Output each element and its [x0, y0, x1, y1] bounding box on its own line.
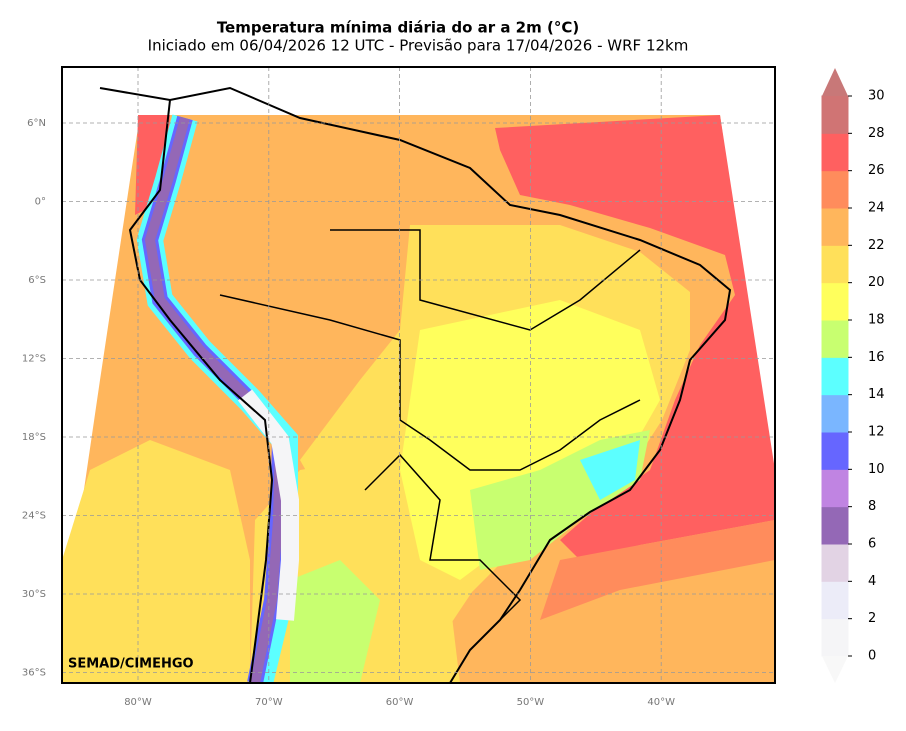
colorbar-tick-label: 30: [868, 89, 885, 104]
colorbar-tick-label: 22: [868, 238, 885, 253]
lat-label: 18°S: [22, 432, 46, 443]
colorbar-tick-label: 0: [868, 649, 876, 664]
lon-label: 50°W: [517, 697, 545, 708]
colorbar-bin: [821, 319, 849, 358]
colorbar-tick-label: 26: [868, 163, 885, 178]
colorbar-tick-label: 24: [868, 201, 885, 216]
colorbar-bin: [821, 244, 849, 284]
pacific-warm: [62, 440, 250, 683]
colorbar-under: [822, 656, 848, 683]
colorbar-bin: [821, 580, 849, 620]
colorbar-bin: [821, 543, 849, 582]
colorbar-tick-label: 10: [868, 462, 885, 477]
colorbar-over: [822, 68, 848, 96]
graticule: 6°N 0° 6°S 12°S 18°S 24°S 30°S 36°S 80°W 70°W 60°W…: [22, 67, 775, 708]
coast-orange: [540, 520, 775, 620]
colorbar-bin: [821, 170, 849, 209]
lon-label: 40°W: [647, 697, 675, 708]
map-field: [62, 86, 775, 683]
map-title: Temperatura mínima diária do ar a 2m (°C…: [217, 19, 579, 37]
colorbar-tick-label: 16: [868, 350, 885, 365]
colorbar-tick-label: 20: [868, 275, 885, 290]
borders: [330, 229, 641, 331]
colorbar-bin: [821, 506, 849, 545]
colorbar-bin: [821, 468, 849, 508]
colorbar-tick-label: 4: [868, 574, 876, 589]
lon-label: 80°W: [124, 697, 152, 708]
colorbar-bin: [821, 95, 849, 134]
colorbar-bin: [821, 394, 849, 433]
lat-label: 24°S: [22, 511, 46, 522]
map-frame: [61, 66, 776, 684]
colorbar-bin: [821, 431, 849, 470]
colorbar-bin: [821, 618, 849, 657]
colorbar-bin: [821, 356, 849, 396]
colorbar-tick-label: 2: [868, 611, 876, 626]
coastline-west: [128, 99, 274, 683]
colorbar-tick-label: 18: [868, 313, 885, 328]
southeast-cyan: [580, 440, 640, 500]
map-subtitle: Iniciado em 06/04/2026 12 UTC - Previsão…: [148, 37, 689, 55]
andes-white: [237, 389, 299, 621]
borders: [219, 294, 641, 471]
lat-label: 12°S: [22, 354, 46, 365]
coastline: [99, 86, 732, 683]
lat-label: 30°S: [22, 589, 46, 600]
lat-label: 6°S: [28, 275, 46, 286]
atlantic-red: [495, 115, 775, 560]
colorbar-bin: [821, 282, 849, 321]
lon-label: 60°W: [386, 697, 414, 708]
colorbar-tick-label: 6: [868, 537, 876, 552]
south-green: [290, 560, 380, 683]
credit: SEMAD/CIMEHGO: [68, 657, 194, 672]
colorbar-tick-label: 28: [868, 126, 885, 141]
andes-purple: [144, 116, 286, 683]
colorbar-tick-label: 14: [868, 387, 885, 402]
colorbar-tick-label: 8: [868, 499, 876, 514]
lat-label: 36°S: [22, 668, 46, 679]
lat-label: 0°: [35, 197, 46, 208]
colorbar-bin: [821, 132, 849, 172]
lon-label: 70°W: [255, 697, 283, 708]
colorbar-bin: [821, 207, 849, 246]
lat-label: 6°N: [27, 118, 46, 129]
colorbar-tick-label: 12: [868, 425, 885, 440]
